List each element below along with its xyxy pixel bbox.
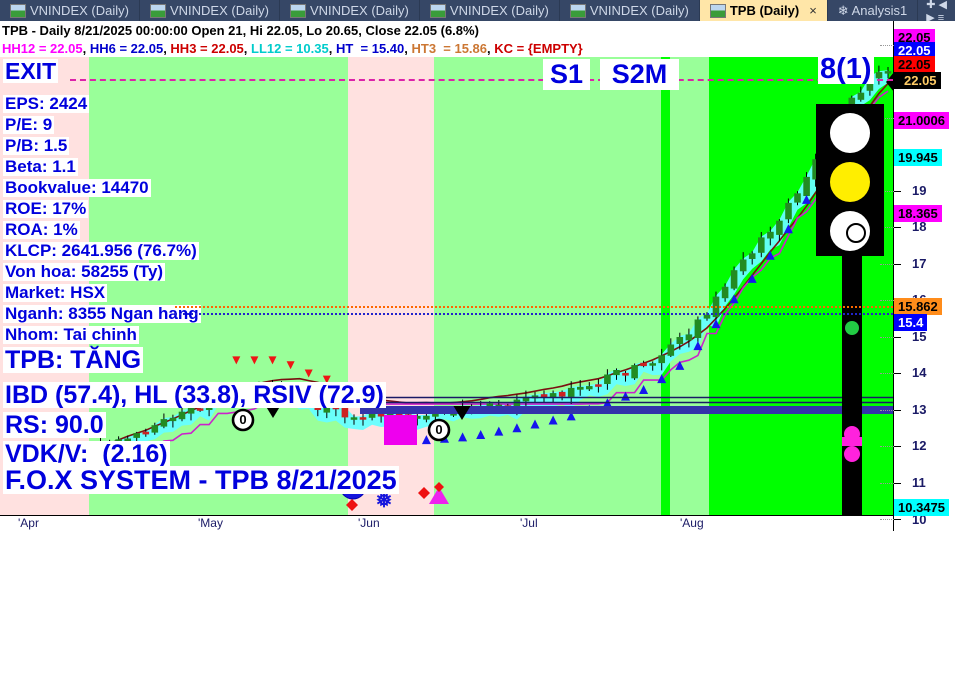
svg-text:0: 0 <box>435 422 442 437</box>
svg-text:0: 0 <box>239 412 246 427</box>
